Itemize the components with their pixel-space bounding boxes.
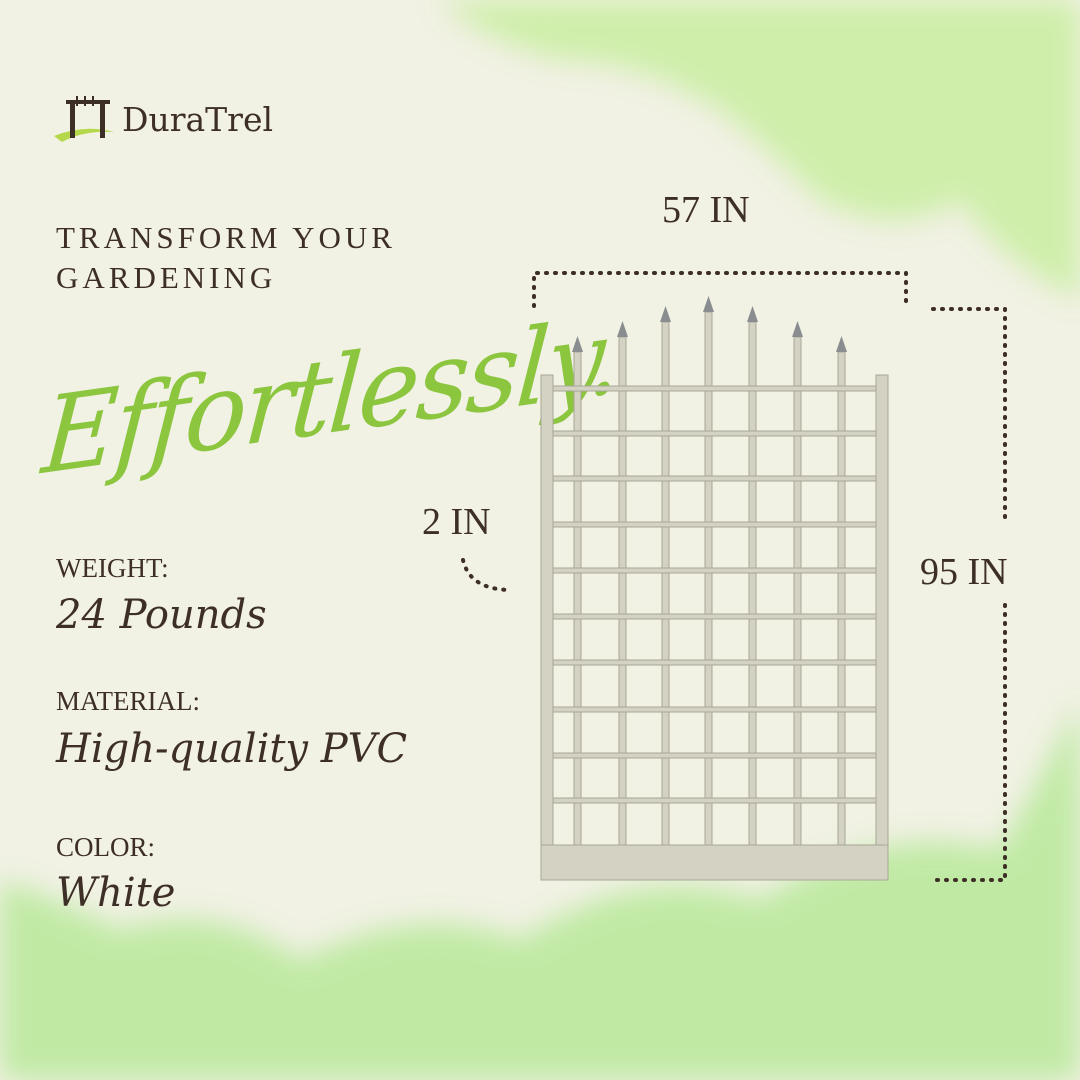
trellis-rail <box>552 797 878 804</box>
finial <box>572 336 583 352</box>
color-value: White <box>56 870 176 916</box>
trellis-post-left <box>540 374 554 881</box>
trellis-rail <box>552 752 878 759</box>
brand-name: DuraTrel <box>122 99 274 139</box>
width-dimension: 57 IN <box>662 189 750 231</box>
trellis-rail <box>552 613 878 620</box>
material-label: MATERIAL: <box>56 686 200 716</box>
trellis-picket <box>704 311 713 851</box>
height-dotted-line-bottom <box>933 603 1007 882</box>
trellis-picket <box>837 351 846 851</box>
material-value: High-quality PVC <box>56 726 408 772</box>
trellis-rail <box>552 659 878 666</box>
finial <box>836 336 847 352</box>
depth-dotted-line <box>461 558 514 592</box>
color-label: COLOR: <box>56 832 156 862</box>
finial <box>660 306 671 322</box>
weight-label: WEIGHT: <box>56 553 169 583</box>
trellis-picket <box>573 351 582 851</box>
trellis-rail <box>552 521 878 528</box>
trellis-rail <box>552 706 878 713</box>
trellis-post-right <box>875 374 889 881</box>
depth-dimension: 2 IN <box>422 501 491 543</box>
trellis-picket <box>661 321 670 851</box>
height-dotted-line-top <box>931 307 1007 527</box>
finial <box>703 296 714 312</box>
brand-logo: DuraTrel <box>54 96 273 142</box>
headline-line-1: TRANSFORM YOUR <box>56 220 396 255</box>
trellis-rail <box>552 430 878 437</box>
trellis-rail <box>552 385 878 392</box>
trellis-picket <box>748 321 757 851</box>
trellis-rail <box>552 475 878 482</box>
pergola-logo-icon <box>54 96 114 142</box>
width-dotted-line <box>532 271 908 308</box>
headline-line-2: GARDENING <box>56 260 277 295</box>
weight-value: 24 Pounds <box>56 592 267 638</box>
finial <box>747 306 758 322</box>
trellis-picket <box>618 336 627 851</box>
height-dimension: 95 IN <box>920 551 1008 593</box>
headline: TRANSFORM YOUR GARDENING <box>56 218 396 298</box>
trellis-base <box>540 844 889 881</box>
finial <box>617 321 628 337</box>
finial <box>792 321 803 337</box>
trellis-rail <box>552 567 878 574</box>
trellis-picket <box>793 336 802 851</box>
